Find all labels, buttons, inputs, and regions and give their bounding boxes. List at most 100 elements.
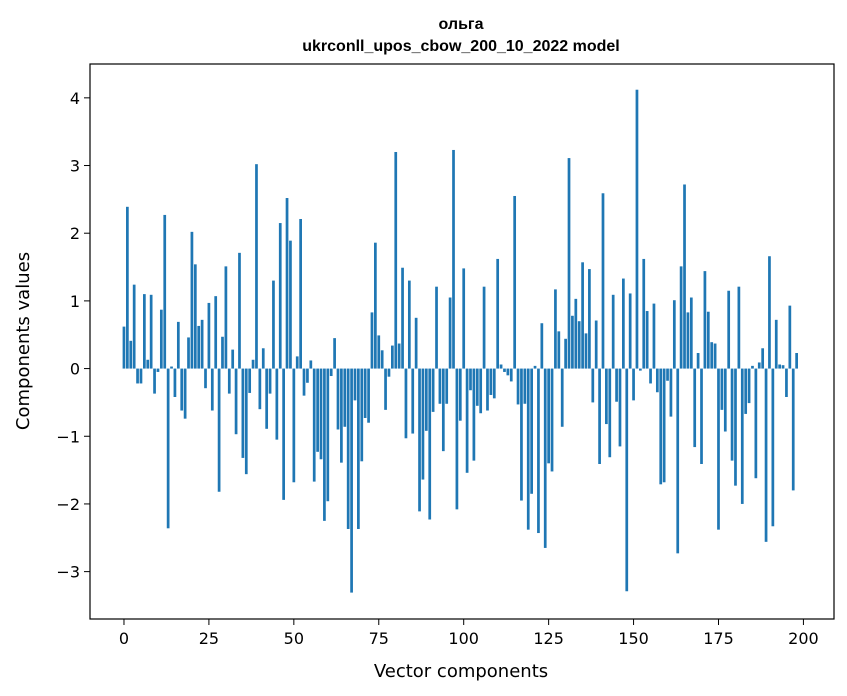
bar [424, 368, 428, 431]
bar [503, 368, 506, 372]
bars-group [122, 89, 798, 593]
bar [190, 231, 194, 369]
y-tick-label: −2 [56, 495, 80, 514]
bar [289, 240, 292, 369]
bar [357, 368, 360, 529]
bar [428, 368, 432, 520]
bar [509, 368, 513, 382]
bar [550, 368, 554, 472]
bar [605, 368, 608, 425]
bar [139, 368, 143, 384]
bar [319, 368, 323, 460]
plot-area-frame [89, 63, 835, 620]
bar [472, 368, 476, 461]
bar [261, 348, 265, 369]
bar [176, 321, 180, 369]
x-tick-label: 100 [448, 629, 479, 648]
bar [462, 268, 466, 369]
bar [540, 323, 544, 369]
bar [146, 359, 150, 369]
bar [757, 362, 761, 369]
bar [323, 368, 326, 521]
x-tick-label: 200 [788, 629, 819, 648]
bar [404, 368, 408, 439]
bar [622, 278, 625, 369]
bar [401, 267, 404, 369]
x-tick-label: 125 [533, 629, 564, 648]
chart-subtitle: ukrconll_upos_cbow_200_10_2022 model [302, 38, 619, 55]
bar [751, 365, 754, 369]
bar [248, 368, 252, 393]
bar [210, 368, 214, 411]
bar [469, 368, 472, 391]
bar [387, 368, 391, 377]
bar [672, 300, 676, 369]
bar [482, 286, 486, 369]
bar [282, 368, 285, 500]
bar [292, 368, 296, 483]
bar [275, 368, 279, 440]
x-tick-label: 175 [703, 629, 734, 648]
bar [781, 365, 785, 369]
bar [791, 368, 795, 491]
bar [200, 319, 204, 369]
bar [309, 360, 313, 369]
bar [635, 89, 639, 369]
bar [336, 368, 340, 430]
bar [193, 264, 197, 369]
bar [238, 252, 241, 369]
bar [740, 368, 744, 504]
bar [611, 294, 615, 369]
bar [639, 368, 642, 371]
bar [761, 348, 765, 369]
bar [628, 293, 632, 369]
bar [771, 368, 775, 527]
bar [251, 359, 255, 369]
bar [377, 335, 381, 369]
bar [679, 266, 683, 369]
bar [785, 368, 788, 397]
bar [394, 151, 398, 369]
bar [632, 368, 635, 401]
bar [452, 149, 455, 369]
bar [244, 368, 248, 475]
bar [156, 368, 160, 372]
bar [231, 349, 235, 369]
bar [523, 368, 527, 404]
bar [234, 368, 238, 435]
bar [295, 356, 299, 369]
bar [204, 368, 207, 389]
bar [696, 353, 700, 369]
bar [170, 366, 173, 369]
bar [312, 368, 316, 482]
bar [278, 223, 282, 369]
y-tick-label: −3 [56, 563, 80, 582]
y-tick-label: −1 [56, 427, 80, 446]
bar [397, 343, 401, 369]
bar [734, 368, 737, 486]
bar [499, 364, 503, 369]
bar [727, 290, 731, 369]
bar [448, 297, 452, 369]
bar [513, 195, 517, 369]
bar [652, 303, 656, 369]
bar [455, 368, 459, 510]
bar [717, 368, 720, 530]
bar [754, 368, 758, 479]
bar [166, 368, 170, 529]
bar [122, 326, 126, 369]
chart-title: ольга [439, 16, 484, 33]
bar [353, 368, 357, 401]
bar [577, 321, 581, 369]
bar [346, 368, 350, 529]
x-tick-label: 0 [119, 629, 129, 648]
bar [306, 368, 309, 383]
bar [333, 338, 336, 369]
bar [479, 368, 483, 414]
bar [543, 368, 547, 548]
bar [441, 368, 445, 452]
bar [241, 368, 245, 458]
bar [227, 368, 231, 394]
bar [795, 353, 798, 369]
bar [655, 368, 659, 393]
